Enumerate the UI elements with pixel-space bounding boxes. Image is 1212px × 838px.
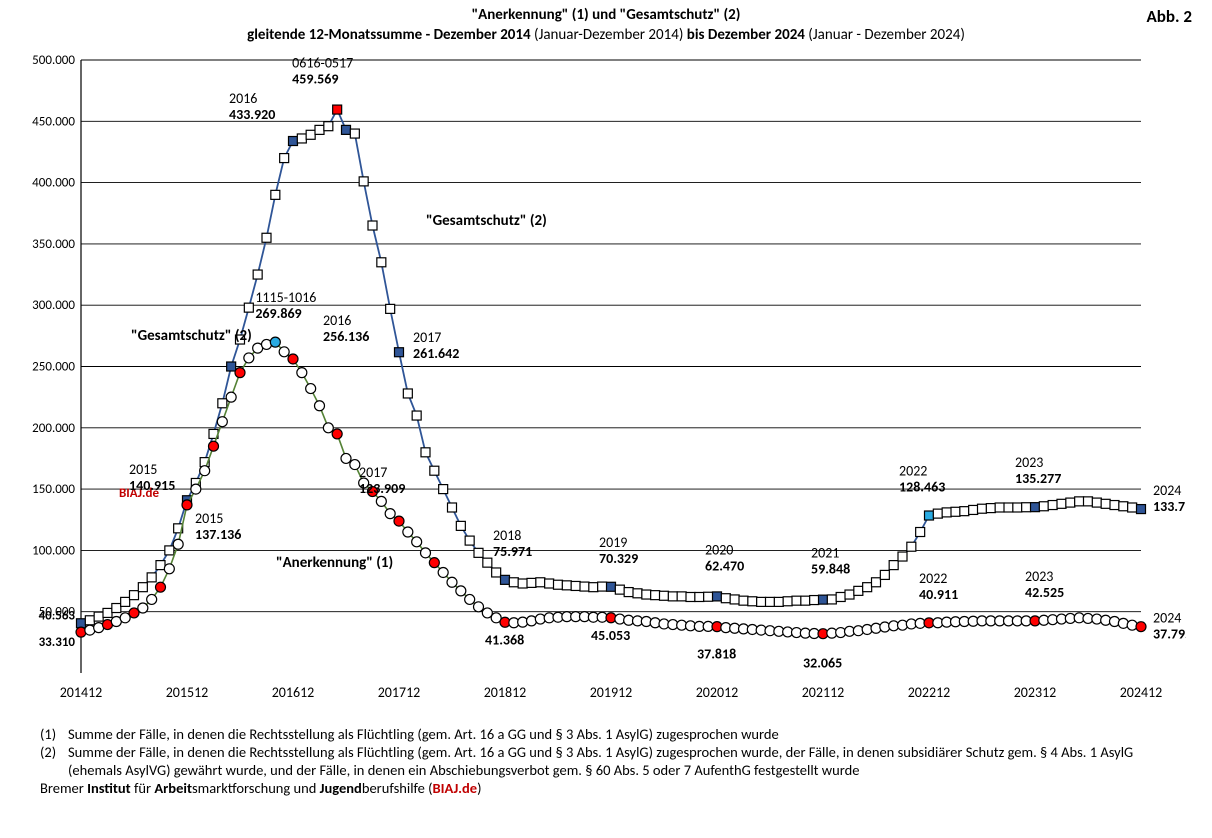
svg-text:2018: 2018 (493, 527, 521, 544)
svg-text:0616-0517: 0616-0517 (292, 55, 353, 72)
src-c: für (131, 779, 155, 797)
svg-text:201812: 201812 (484, 684, 527, 701)
svg-text:2021: 2021 (811, 545, 839, 562)
svg-text:40.563: 40.563 (39, 608, 76, 623)
svg-text:2022: 2022 (919, 570, 947, 587)
svg-text:2022: 2022 (899, 463, 927, 480)
svg-text:400.000: 400.000 (32, 176, 75, 191)
title-part-d: (Januar - Dezember 2024) (808, 26, 965, 44)
footnote-2-num: (2) (40, 743, 68, 779)
svg-text:42.525: 42.525 (1025, 584, 1064, 601)
svg-text:202012: 202012 (696, 684, 739, 701)
src-g: berufshilfe ( (362, 779, 433, 797)
svg-text:140.915: 140.915 (129, 477, 175, 494)
svg-text:75.971: 75.971 (493, 543, 532, 560)
svg-text:200.000: 200.000 (32, 421, 75, 436)
svg-text:100.000: 100.000 (32, 543, 75, 558)
chart-title-line1: "Anerkennung" (1) und "Gesamtschutz" (2) (0, 6, 1212, 26)
svg-text:300.000: 300.000 (32, 298, 75, 313)
svg-text:128.463: 128.463 (899, 479, 945, 496)
src-b: Institut (87, 779, 131, 797)
src-e: smarktforschung und (192, 779, 320, 797)
svg-text:201612: 201612 (272, 684, 315, 701)
svg-text:2024: 2024 (1153, 610, 1181, 627)
svg-text:202112: 202112 (802, 684, 845, 701)
svg-text:62.470: 62.470 (705, 557, 744, 574)
svg-text:250.000: 250.000 (32, 360, 75, 375)
svg-text:2019: 2019 (599, 534, 627, 551)
src-f: Jugend (320, 779, 362, 797)
svg-text:"Anerkennung" (1): "Anerkennung" (1) (276, 554, 393, 572)
title-part-c: bis Dezember 2024 (683, 26, 808, 44)
svg-text:261.642: 261.642 (413, 345, 459, 362)
svg-text:450.000: 450.000 (32, 114, 75, 129)
line-chart: 50.000100.000150.000200.000250.000300.00… (26, 45, 1186, 705)
footnote-1-num: (1) (40, 725, 68, 743)
svg-text:41.368: 41.368 (485, 631, 524, 648)
svg-text:"Gesamtschutz" (2): "Gesamtschutz" (2) (131, 327, 252, 345)
chart-title-line2: gleitende 12-Monatssumme - Dezember 2014… (0, 26, 1212, 46)
svg-text:202312: 202312 (1014, 684, 1057, 701)
svg-text:202212: 202212 (908, 684, 951, 701)
title-part-b: (Januar-Dezember 2014) (534, 26, 683, 44)
page-root: Abb. 2 "Anerkennung" (1) und "Gesamtschu… (0, 0, 1212, 838)
svg-text:2015: 2015 (195, 510, 223, 527)
svg-text:2017: 2017 (359, 464, 387, 481)
src-a: Bremer (40, 779, 87, 797)
svg-text:2016: 2016 (323, 312, 351, 329)
svg-text:2015: 2015 (129, 461, 157, 478)
svg-text:70.329: 70.329 (599, 550, 638, 567)
svg-text:37.795: 37.795 (1153, 626, 1186, 643)
svg-text:350.000: 350.000 (32, 237, 75, 252)
svg-text:135.277: 135.277 (1015, 470, 1061, 487)
svg-text:202412: 202412 (1120, 684, 1163, 701)
svg-text:32.065: 32.065 (803, 655, 842, 672)
svg-text:201912: 201912 (590, 684, 633, 701)
svg-text:256.136: 256.136 (323, 328, 369, 345)
svg-text:433.920: 433.920 (229, 106, 275, 123)
svg-text:37.818: 37.818 (697, 646, 736, 663)
svg-text:59.848: 59.848 (811, 561, 850, 578)
chart-title-block: "Anerkennung" (1) und "Gesamtschutz" (2)… (0, 0, 1212, 45)
footnotes: (1) Summe der Fälle, in denen die Rechts… (40, 725, 1172, 798)
source-line: Bremer Institut für Arbeitsmarktforschun… (40, 779, 1172, 797)
svg-text:2023: 2023 (1015, 454, 1043, 471)
src-h: ) (477, 779, 481, 797)
src-biaj: BIAJ.de (432, 779, 477, 797)
svg-text:201412: 201412 (60, 684, 103, 701)
svg-text:2016: 2016 (229, 90, 257, 107)
footnote-1: (1) Summe der Fälle, in denen die Rechts… (40, 725, 1172, 743)
figure-number: Abb. 2 (1146, 6, 1192, 27)
svg-text:1115-1016: 1115-1016 (255, 289, 316, 306)
footnote-2-text: Summe der Fälle, in denen die Rechtsstel… (68, 743, 1172, 779)
svg-text:133.710: 133.710 (1153, 498, 1186, 515)
svg-text:2023: 2023 (1025, 568, 1053, 585)
svg-text:33.310: 33.310 (39, 635, 76, 650)
svg-text:150.000: 150.000 (32, 482, 75, 497)
svg-text:201512: 201512 (166, 684, 209, 701)
svg-text:45.053: 45.053 (591, 627, 630, 644)
svg-text:123.909: 123.909 (359, 480, 405, 497)
svg-text:40.911: 40.911 (919, 586, 958, 603)
svg-text:"Gesamtschutz" (2): "Gesamtschutz" (2) (426, 212, 547, 230)
footnote-2: (2) Summe der Fälle, in denen die Rechts… (40, 743, 1172, 779)
svg-text:2024: 2024 (1153, 482, 1181, 499)
title-part-a: gleitende 12-Monatssumme - Dezember 2014 (247, 26, 534, 44)
svg-text:201712: 201712 (378, 684, 421, 701)
src-d: Arbeit (154, 779, 192, 797)
svg-text:500.000: 500.000 (32, 53, 75, 68)
svg-text:2017: 2017 (413, 329, 441, 346)
svg-text:137.136: 137.136 (195, 526, 241, 543)
svg-text:269.869: 269.869 (255, 305, 301, 322)
svg-text:2020: 2020 (705, 541, 733, 558)
svg-text:459.569: 459.569 (292, 71, 338, 88)
footnote-1-text: Summe der Fälle, in denen die Rechtsstel… (68, 725, 779, 743)
